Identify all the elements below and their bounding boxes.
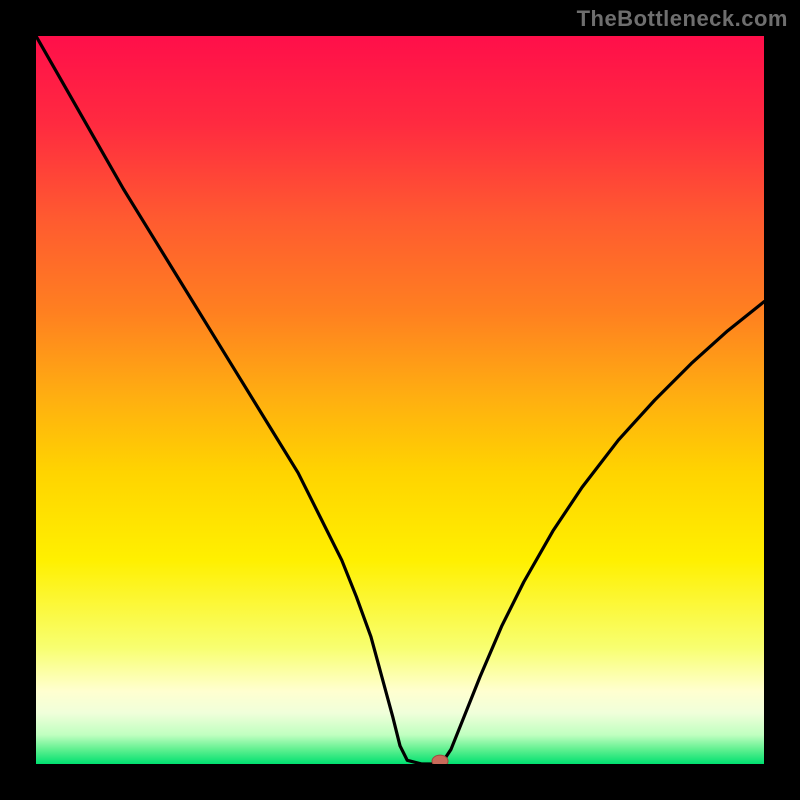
watermark-text: TheBottleneck.com: [577, 6, 788, 32]
optimal-point-marker: [432, 755, 448, 764]
chart-frame: [36, 36, 764, 764]
chart-svg: [36, 36, 764, 764]
